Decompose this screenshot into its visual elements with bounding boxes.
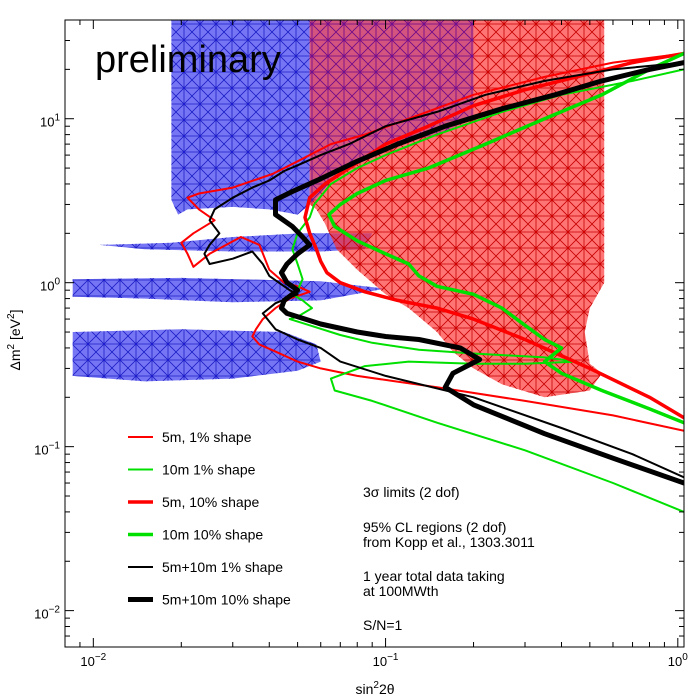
series-line-0 xyxy=(180,52,684,432)
y-tick-label-2: 100 xyxy=(40,277,60,294)
legend-label-3: 10m 10% shape xyxy=(162,527,263,543)
legend-label-5: 5m+10m 10% shape xyxy=(162,592,291,608)
series-line-3 xyxy=(327,51,684,425)
year-note-2: at 100MWth xyxy=(363,583,438,599)
sigma-note: 3σ limits (2 dof) xyxy=(363,484,460,500)
x-tick-label-1: 10−1 xyxy=(373,652,399,669)
axis-ticks xyxy=(64,19,684,648)
preliminary-watermark: preliminary xyxy=(95,39,281,81)
legend: 5m, 1% shape 10m 1% shape 5m, 10% shape 10m… xyxy=(128,429,291,608)
sensitivity-curves xyxy=(180,51,684,513)
x-axis-label: sin22θ xyxy=(355,680,394,697)
y-axis-label: Δm2 [eV2] xyxy=(6,310,23,371)
plot-frame xyxy=(64,19,685,648)
purple-overlap xyxy=(309,20,474,205)
series-line-4 xyxy=(203,61,684,479)
legend-label-4: 5m+10m 1% shape xyxy=(162,559,283,575)
blue-allowed-region-hatch-0 xyxy=(171,20,310,215)
cl-note-2: from Kopp et al., 1303.3011 xyxy=(363,534,535,550)
purple-overlap-hatch-0 xyxy=(309,20,474,205)
blue-allowed-region-hatch-2 xyxy=(72,277,386,303)
legend-label-0: 5m, 1% shape xyxy=(162,429,252,445)
series-line-2 xyxy=(303,51,684,420)
y-tick-label-3: 101 xyxy=(40,113,60,130)
legend-label-1: 10m 1% shape xyxy=(162,462,256,478)
series-line-5 xyxy=(273,60,684,486)
y-tick-label-0: 10−2 xyxy=(34,605,60,622)
cl-note-1: 95% CL regions (2 dof) xyxy=(363,519,506,535)
legend-label-2: 5m, 10% shape xyxy=(162,494,259,510)
y-tick-label-1: 10−1 xyxy=(34,441,60,458)
x-tick-label-0: 10−2 xyxy=(80,652,106,669)
year-note-1: 1 year total data taking xyxy=(363,568,505,584)
sn-note: S/N=1 xyxy=(363,617,403,633)
x-tick-label-2: 100 xyxy=(668,652,688,669)
notes: 3σ limits (2 dof) 95% CL regions (2 dof)… xyxy=(363,484,535,633)
axis-tick-labels: 10−2 10−1 100 10−2 10−1 100 101 xyxy=(34,113,688,669)
